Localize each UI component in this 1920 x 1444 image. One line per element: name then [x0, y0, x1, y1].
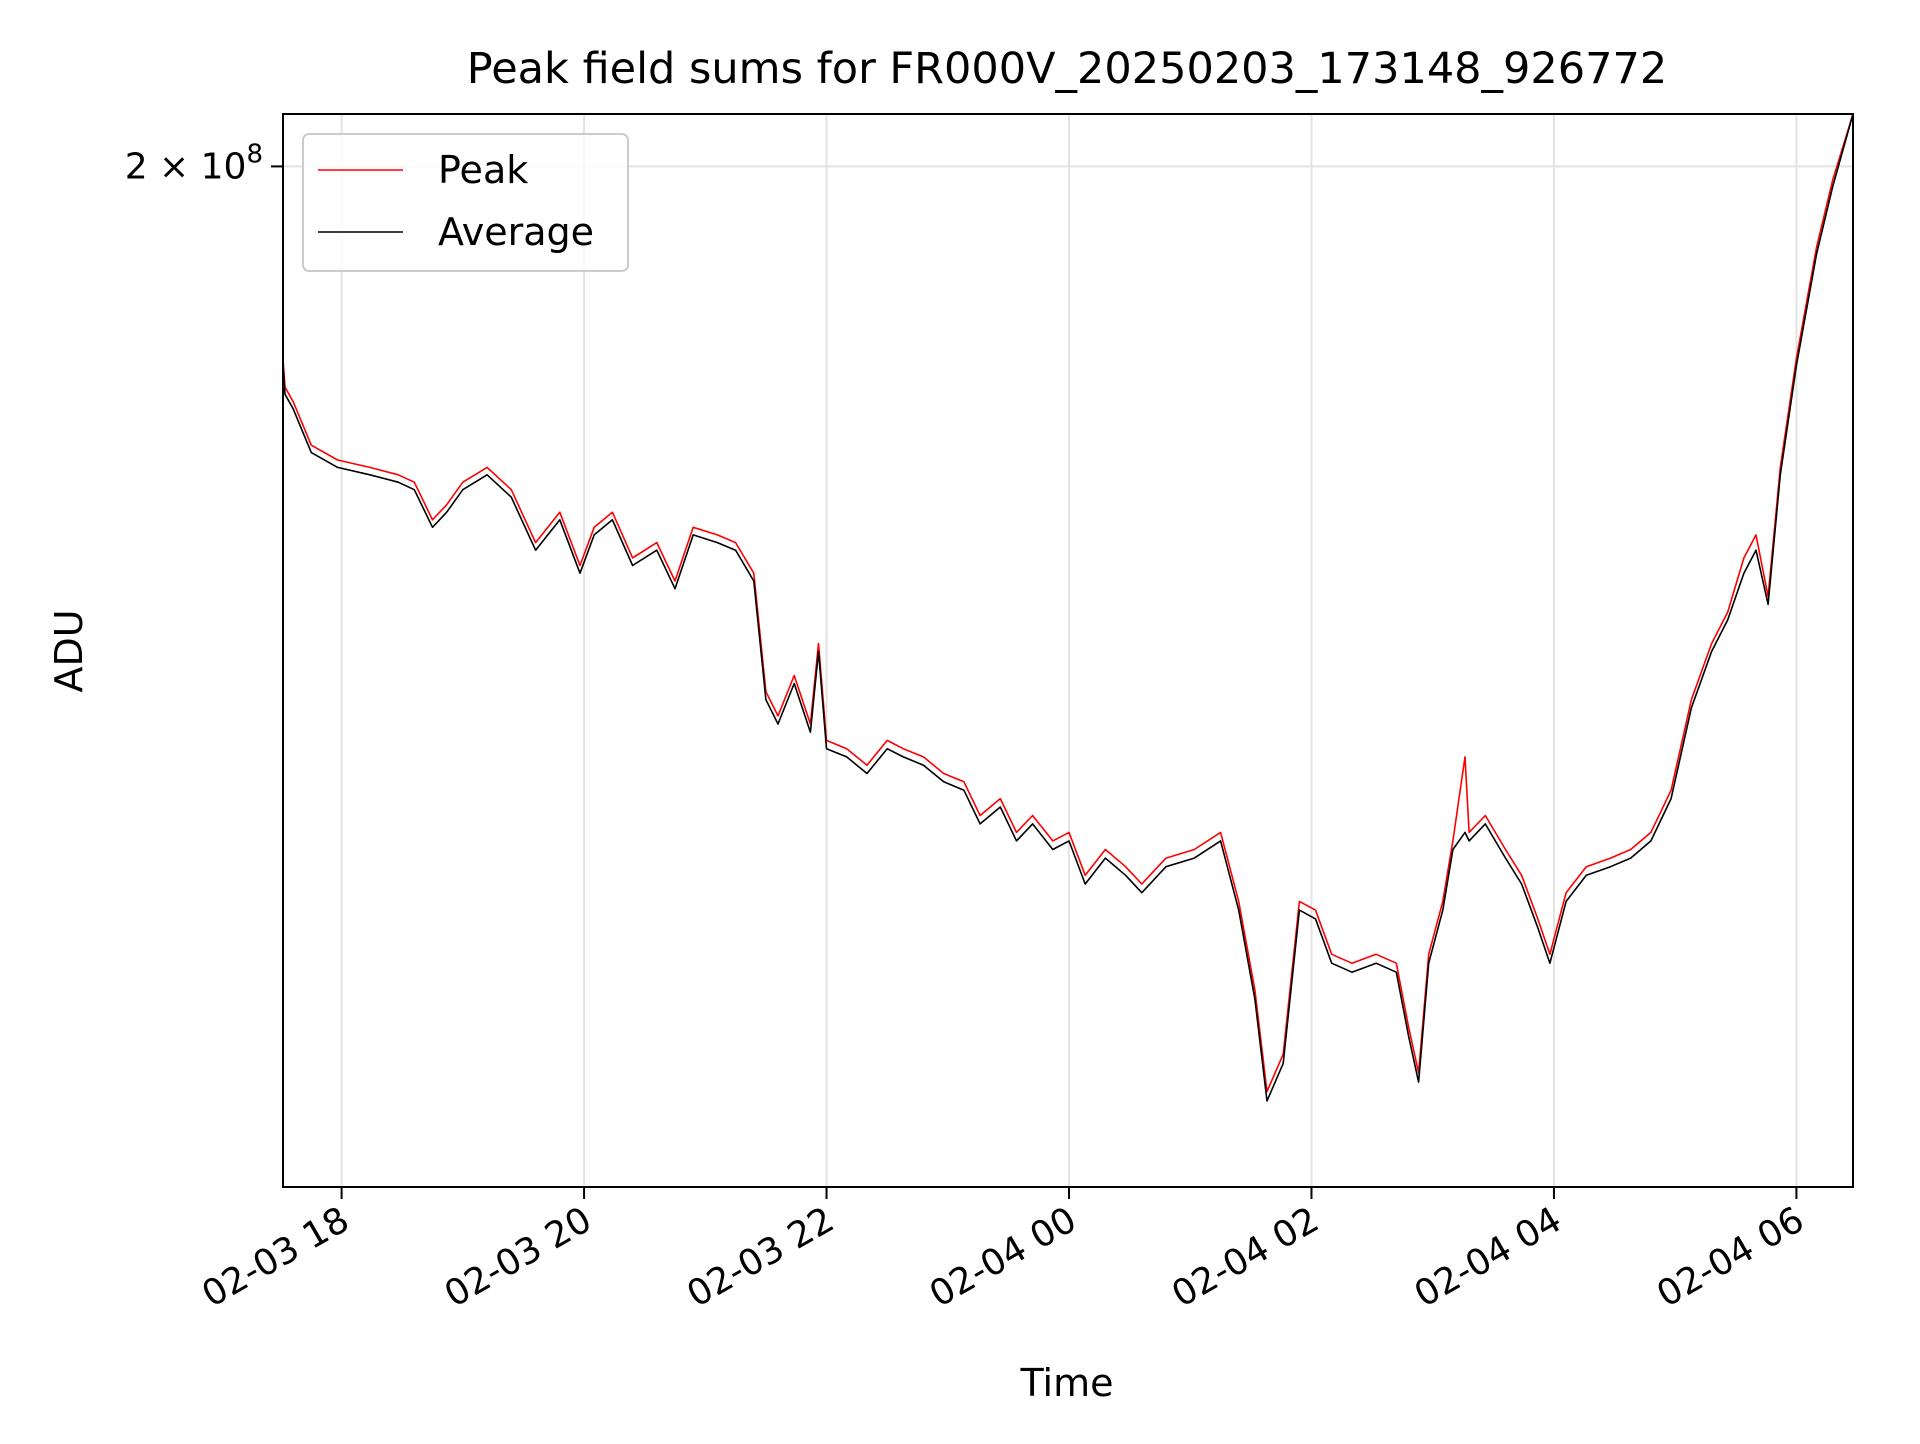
legend-label-peak: Peak [438, 148, 528, 192]
chart-title: Peak field sums for FR000V_20250203_1731… [467, 44, 1667, 94]
y-axis-ticks: 2 × 108 [125, 139, 283, 187]
legend-box [302, 133, 629, 272]
y-tick-label: 2 × 108 [125, 139, 263, 187]
series-line-average [282, 113, 1854, 1102]
y-axis-label: ADU [47, 609, 91, 692]
x-axis-label: Time [1020, 1361, 1114, 1405]
series-line-peak [282, 113, 1854, 1093]
y-tick-label-base: 2 × 10 [125, 146, 247, 187]
series-layer [282, 113, 1854, 1102]
y-tick-label-exponent: 8 [246, 139, 263, 169]
legend: Peak Average [302, 133, 629, 272]
plot-area-frame [282, 113, 1854, 1188]
legend-label-average: Average [438, 210, 594, 254]
grid-layer [283, 114, 1853, 1187]
